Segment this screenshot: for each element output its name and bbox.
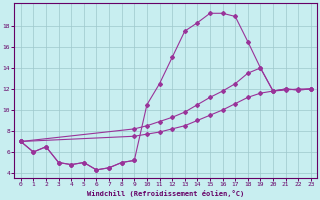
X-axis label: Windchill (Refroidissement éolien,°C): Windchill (Refroidissement éolien,°C) (87, 190, 244, 197)
